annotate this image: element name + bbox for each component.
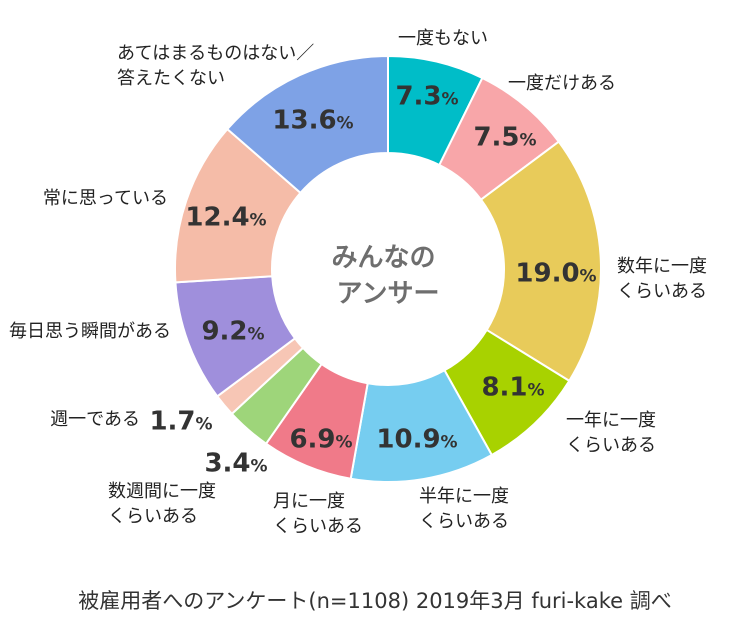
- slice-value-label-4: 8.1%: [481, 373, 544, 403]
- slice-value-label-1: 7.3%: [395, 82, 458, 112]
- slice-category-label-5: 半年に一度くらいある: [419, 486, 509, 532]
- slice-category-label-4: 一年に一度くらいある: [566, 410, 656, 456]
- slice-value: 7.5: [473, 123, 519, 153]
- slice-category-line: くらいある: [108, 506, 198, 527]
- slice-category-label-7: 数週間に一度くらいある: [108, 481, 216, 527]
- slice-category-line: くらいある: [566, 435, 656, 456]
- slice-value-label-10: 12.4%: [185, 203, 266, 233]
- slice-category-labels: 一度もない一度だけある数年に一度くらいある一年に一度くらいある半年に一度くらいあ…: [9, 28, 707, 537]
- slice-value: 1.7: [149, 407, 195, 437]
- slice-category-line: くらいある: [273, 516, 363, 537]
- slice-value-label-9: 9.2%: [201, 317, 264, 347]
- slice-category-line: 一年に一度: [566, 410, 656, 431]
- slice-value: 3.4: [204, 449, 250, 479]
- slice-value-label-2: 7.5%: [473, 123, 536, 153]
- slice-value-label-11: 13.6%: [272, 106, 353, 136]
- slice-category-line: 数週間に一度: [108, 481, 216, 502]
- slice-category-line: くらいある: [419, 511, 509, 532]
- slice-category-line: 答えたくない: [117, 68, 225, 89]
- slice-value: 7.3: [395, 82, 441, 112]
- slice-category-line: 常に思っている: [43, 188, 168, 209]
- slice-value-label-7: 3.4%: [204, 449, 267, 479]
- slice-value-label-6: 6.9%: [289, 425, 352, 455]
- slice-category-label-10: 常に思っている: [43, 188, 168, 209]
- slice-value-unit: %: [520, 131, 537, 151]
- slice-category-line: 半年に一度: [419, 486, 509, 507]
- slice-value-unit: %: [250, 211, 267, 231]
- slice-category-line: 一度だけある: [508, 73, 616, 94]
- slice-value: 9.2: [201, 317, 247, 347]
- slice-value: 12.4: [185, 203, 249, 233]
- center-label: みんなの アンサー: [331, 243, 444, 309]
- slice-value-label-5: 10.9%: [376, 425, 457, 455]
- slice-value-unit: %: [441, 433, 458, 453]
- slice-value-label-3: 19.0%: [515, 259, 596, 289]
- donut-slices: [174, 55, 602, 483]
- slice-value-unit: %: [442, 90, 459, 110]
- slice-category-label-1: 一度もない: [398, 28, 488, 49]
- slice-category-label-2: 一度だけある: [508, 73, 616, 94]
- slice-value: 10.9: [376, 425, 440, 455]
- center-label-line-1: みんなの: [331, 243, 435, 273]
- slice-category-label-6: 月に一度くらいある: [273, 491, 363, 537]
- slice-category-label-3: 数年に一度くらいある: [617, 256, 707, 302]
- slice-category-label-11: あてはまるものはない／ 答えたくない: [117, 43, 314, 89]
- slice-value-label-8: 1.7%: [149, 407, 212, 437]
- slice-value-unit: %: [337, 114, 354, 134]
- slice-category-label-8: 週一である: [50, 409, 140, 430]
- slice-category-line: くらいある: [617, 281, 707, 302]
- donut-slice-11: [226, 55, 389, 194]
- center-label-line-2: アンサー: [337, 279, 440, 309]
- slice-value: 19.0: [515, 259, 579, 289]
- slice-value-unit: %: [336, 433, 353, 453]
- source-caption: 被雇用者へのアンケート(n=1108) 2019年3月 furi-kake 調べ: [78, 589, 671, 613]
- slice-value: 8.1: [481, 373, 527, 403]
- slice-category-line: 毎日思う瞬間がある: [9, 321, 171, 342]
- slice-value-labels: 7.3%7.5%19.0%8.1%10.9%6.9%3.4%1.7%9.2%12…: [149, 82, 596, 479]
- slice-category-line: あてはまるものはない／: [117, 43, 314, 64]
- slice-category-line: 月に一度: [273, 491, 345, 512]
- slice-category-label-9: 毎日思う瞬間がある: [9, 321, 171, 342]
- slice-value: 13.6: [272, 106, 336, 136]
- slice-value-unit: %: [196, 415, 213, 435]
- slice-value-unit: %: [580, 267, 597, 287]
- slice-category-line: 数年に一度: [617, 256, 707, 277]
- slice-category-line: 一度もない: [398, 28, 488, 49]
- slice-category-line: 週一である: [50, 409, 140, 430]
- slice-value-unit: %: [251, 457, 268, 477]
- slice-value-unit: %: [248, 325, 265, 345]
- slice-value-unit: %: [528, 381, 545, 401]
- donut-slice-3: [479, 140, 602, 382]
- slice-value: 6.9: [289, 425, 335, 455]
